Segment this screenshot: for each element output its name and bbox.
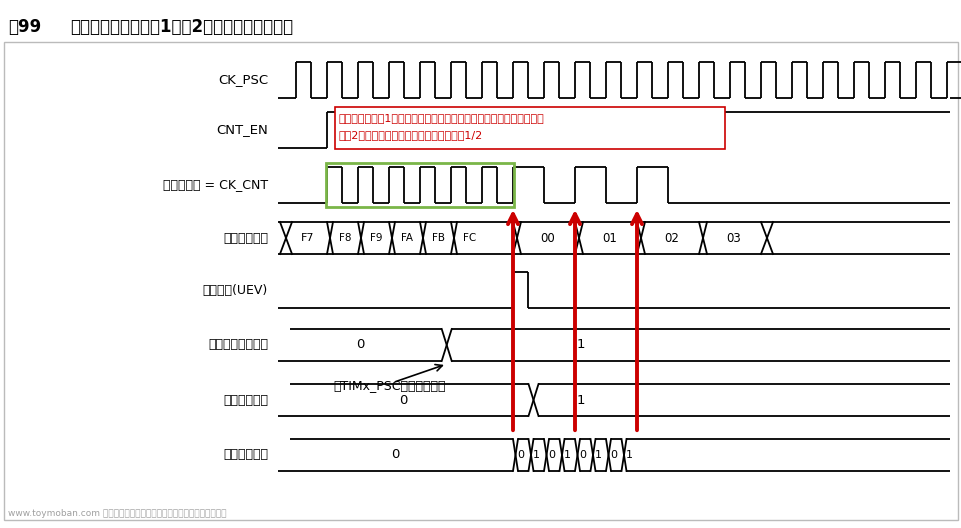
Text: 图99: 图99 (8, 18, 41, 36)
Text: 更新事件(UEV): 更新事件(UEV) (203, 284, 268, 297)
Text: F8: F8 (339, 233, 352, 243)
Text: 预分频器系数为1，计数器的时钟等于预分频器前的时钟；预分频器系: 预分频器系数为1，计数器的时钟等于预分频器前的时钟；预分频器系 (338, 113, 544, 123)
Text: 1: 1 (594, 450, 602, 460)
FancyBboxPatch shape (334, 107, 725, 149)
Text: www.toymoban.com 网络图片仅供展示，非存储，如有侵权请联系删除。: www.toymoban.com 网络图片仅供展示，非存储，如有侵权请联系删除。 (8, 509, 226, 518)
Text: 当预分频器的参数从1变到2时，计数器的时序图: 当预分频器的参数从1变到2时，计数器的时序图 (70, 18, 293, 36)
Text: 1: 1 (532, 450, 539, 460)
Text: 1: 1 (577, 338, 585, 352)
Bar (326, 163, 513, 207)
Text: CNT_EN: CNT_EN (216, 124, 268, 137)
Text: FB: FB (431, 233, 445, 243)
Text: 0: 0 (609, 450, 617, 460)
Text: 0: 0 (391, 448, 399, 461)
Text: CK_PSC: CK_PSC (217, 73, 268, 87)
Text: FC: FC (462, 233, 476, 243)
Text: 0: 0 (548, 450, 554, 460)
Text: 在TIMx_PSC中写入新数值: 在TIMx_PSC中写入新数值 (333, 379, 445, 392)
Text: 定时器时钟 = CK_CNT: 定时器时钟 = CK_CNT (162, 178, 268, 192)
Text: 00: 00 (540, 231, 554, 244)
Text: 预分频计数器: 预分频计数器 (223, 448, 268, 461)
Text: 1: 1 (577, 393, 585, 407)
Text: 1: 1 (625, 450, 632, 460)
Text: 1: 1 (563, 450, 570, 460)
Text: 数为2，计数器的时钟变为预分频器时钟的1/2: 数为2，计数器的时钟变为预分频器时钟的1/2 (338, 130, 482, 140)
Text: 预分频缓冲器: 预分频缓冲器 (223, 393, 268, 407)
Text: 0: 0 (356, 338, 363, 352)
Text: F7: F7 (301, 233, 314, 243)
Text: 0: 0 (579, 450, 585, 460)
Text: 03: 03 (726, 231, 741, 244)
Text: 0: 0 (517, 450, 524, 460)
Text: 01: 01 (602, 231, 617, 244)
Text: 0: 0 (399, 393, 407, 407)
Text: F9: F9 (370, 233, 382, 243)
Text: 计数器寄存器: 计数器寄存器 (223, 231, 268, 244)
Text: FA: FA (401, 233, 413, 243)
Text: 预分频控制寄存器: 预分频控制寄存器 (208, 338, 268, 352)
Text: 02: 02 (664, 231, 678, 244)
